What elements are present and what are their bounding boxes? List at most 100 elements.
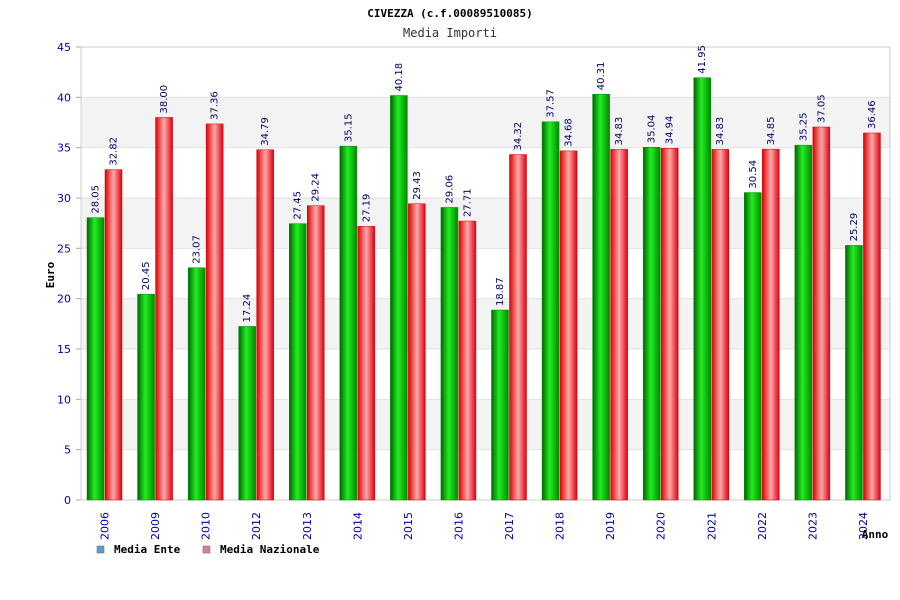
bar-media-nazionale <box>660 148 679 501</box>
data-label: 34.85 <box>766 117 777 146</box>
bar-media-ente <box>187 267 206 501</box>
bar-media-ente <box>137 293 155 501</box>
x-axis: 2006 2009 2010 2012 2013 2014 2015 2016 2017 2018… <box>99 512 870 540</box>
bar-media-nazionale <box>307 205 325 501</box>
y-tick-label: 35 <box>57 142 71 155</box>
y-tick-label: 15 <box>57 343 71 356</box>
data-label: 29.06 <box>444 175 455 204</box>
bar-media-nazionale <box>104 169 123 501</box>
x-axis-label: Anno <box>862 528 889 541</box>
x-tick-label: 2024 <box>857 512 870 540</box>
data-label: 34.94 <box>665 116 676 145</box>
data-label: 34.68 <box>564 118 575 147</box>
bar-media-ente <box>339 145 358 501</box>
bar-media-ente <box>642 147 661 501</box>
data-label: 41.95 <box>697 45 708 74</box>
data-label: 28.05 <box>91 185 102 214</box>
x-tick-label: 2009 <box>149 512 162 540</box>
y-axis-label: Euro <box>44 261 57 288</box>
bar-media-ente <box>491 309 509 501</box>
bar-media-nazionale <box>408 203 426 501</box>
bar-media-nazionale <box>711 149 729 501</box>
data-label: 23.07 <box>192 235 203 264</box>
x-tick-label: 2015 <box>402 512 415 540</box>
data-label: 18.87 <box>495 277 506 306</box>
y-tick-label: 30 <box>57 192 71 205</box>
bar-media-ente <box>541 121 560 501</box>
bar-media-nazionale <box>458 220 477 501</box>
x-tick-label: 2013 <box>301 512 314 540</box>
data-label: 29.24 <box>311 173 322 202</box>
bar-media-nazionale <box>357 226 376 501</box>
bar-media-nazionale <box>762 148 780 501</box>
y-tick-label: 45 <box>57 41 71 54</box>
bar-media-nazionale <box>559 150 578 501</box>
y-tick-label: 0 <box>64 494 71 507</box>
data-label: 34.83 <box>715 117 726 146</box>
bar-media-ente <box>845 245 863 501</box>
bar-media-ente <box>390 95 408 501</box>
legend: Media Ente Media Nazionale <box>96 543 320 556</box>
data-label: 27.71 <box>462 188 473 217</box>
data-label: 36.46 <box>867 100 878 129</box>
x-tick-label: 2020 <box>655 512 668 540</box>
chart-subtitle: Media Importi <box>403 26 497 40</box>
bar-media-nazionale <box>205 123 224 501</box>
data-label: 38.00 <box>159 85 170 114</box>
legend-label: Media Nazionale <box>220 543 320 556</box>
bar-media-ente <box>744 192 762 501</box>
bar-media-nazionale <box>610 149 628 501</box>
bar-media-ente <box>693 77 711 501</box>
bar-media-ente <box>794 144 813 501</box>
data-label: 27.45 <box>293 191 304 220</box>
data-label: 40.31 <box>596 62 607 91</box>
data-label: 34.83 <box>614 117 625 146</box>
data-label: 20.45 <box>141 261 152 290</box>
bar-media-ente <box>440 207 459 501</box>
legend-swatch <box>202 545 211 554</box>
chart-title: CIVEZZA (c.f.00089510085) <box>367 7 533 20</box>
data-label: 37.05 <box>816 94 827 123</box>
data-label: 35.04 <box>647 115 658 144</box>
bar-media-nazionale <box>509 154 527 501</box>
data-label: 29.43 <box>412 171 423 200</box>
y-tick-label: 40 <box>57 91 71 104</box>
data-label: 17.24 <box>242 294 253 323</box>
bar-media-nazionale <box>256 149 274 501</box>
x-tick-label: 2018 <box>554 512 567 540</box>
data-label: 25.29 <box>849 213 860 242</box>
plot-frame <box>80 46 891 501</box>
y-tick-label: 25 <box>57 242 71 255</box>
data-label: 34.79 <box>260 117 271 146</box>
x-tick-label: 2023 <box>806 512 819 540</box>
x-tick-label: 2016 <box>452 512 465 540</box>
y-tick-label: 20 <box>57 293 71 306</box>
data-label: 34.32 <box>513 122 524 151</box>
data-label: 27.19 <box>361 194 372 223</box>
bar-media-ente <box>592 93 610 501</box>
x-tick-label: 2014 <box>351 512 364 540</box>
data-label: 37.36 <box>210 91 221 120</box>
x-tick-label: 2017 <box>503 512 516 540</box>
x-tick-label: 2012 <box>250 512 263 540</box>
bar-media-nazionale <box>863 132 881 501</box>
bars: 28.05 32.82 20.45 38.00 23.07 37.36 17.24 34.79… <box>86 45 881 501</box>
legend-swatch <box>96 545 105 554</box>
y-tick-label: 5 <box>64 444 71 457</box>
data-label: 37.57 <box>546 89 557 118</box>
data-label: 35.15 <box>343 114 354 143</box>
bar-media-nazionale <box>812 126 831 501</box>
bar-media-ente <box>238 326 256 501</box>
data-label: 35.25 <box>798 113 809 142</box>
legend-label: Media Ente <box>114 543 181 556</box>
bar-media-ente <box>86 217 105 501</box>
x-tick-label: 2019 <box>604 512 617 540</box>
data-label: 30.54 <box>748 160 759 189</box>
data-label: 40.18 <box>394 63 405 92</box>
bar-media-ente <box>289 223 307 501</box>
data-label: 32.82 <box>109 137 120 166</box>
x-tick-label: 2022 <box>756 512 769 540</box>
x-tick-label: 2006 <box>99 512 112 540</box>
y-tick-label: 10 <box>57 393 71 406</box>
